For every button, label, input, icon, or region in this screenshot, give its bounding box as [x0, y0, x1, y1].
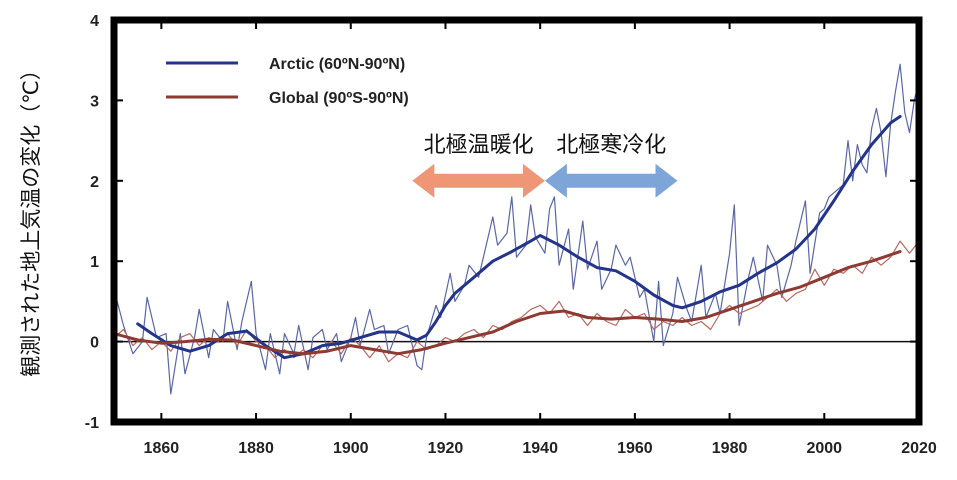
y-axis-label: 観測された地上気温の変化（℃） [19, 59, 43, 377]
x-tick-label: 1920 [428, 440, 464, 457]
x-tick-label: 2000 [806, 440, 842, 457]
x-tick-label: 1940 [522, 440, 558, 457]
x-tick-label: 1980 [712, 440, 748, 457]
y-tick-label: 4 [90, 13, 99, 30]
x-tick-label: 1960 [617, 440, 653, 457]
plot-frame [110, 16, 923, 426]
y-tick-label: -1 [85, 415, 99, 432]
arctic-annual-line [113, 63, 920, 395]
annotations: 北極温暖化 北極寒冷化 [412, 133, 678, 198]
legend: Arctic (60ºN-90ºN) Global (90ºS-90ºN) [166, 56, 409, 107]
cooling-label: 北極寒冷化 [556, 133, 666, 158]
warming-arrow [412, 163, 545, 198]
cooling-arrow [544, 163, 678, 198]
x-tick-label: 2020 [901, 440, 937, 457]
axes: 1860 1880 1900 1920 1940 1960 1980 2000 2020 -1 0 1… [85, 13, 937, 457]
warming-label: 北極温暖化 [424, 133, 534, 158]
x-tick-label: 1880 [238, 440, 274, 457]
global-smoothed-line [112, 250, 902, 356]
y-tick-label: 3 [90, 93, 99, 110]
y-tick-label: 0 [90, 335, 99, 352]
legend-label-global: Global (90ºS-90ºN) [269, 90, 409, 107]
y-tick-label: 1 [90, 254, 99, 271]
legend-label-arctic: Arctic (60ºN-90ºN) [269, 56, 405, 73]
global-annual-line [113, 240, 920, 363]
x-tick-label: 1900 [333, 440, 369, 457]
y-tick-label: 2 [90, 174, 99, 191]
plot-area [112, 63, 920, 395]
x-tick-label: 1860 [144, 440, 180, 457]
